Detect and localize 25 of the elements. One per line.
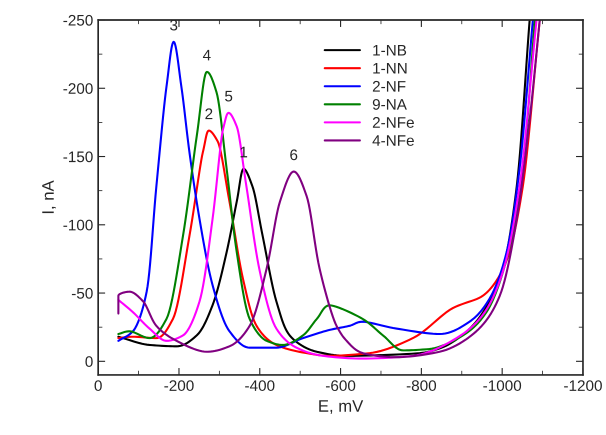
legend-label: 1-NN xyxy=(373,63,407,74)
annotation: 4 xyxy=(202,50,211,60)
legend-label: 9-NA xyxy=(372,98,407,110)
legend-label: 2-NF xyxy=(372,80,406,92)
x-axis-title: E, mV xyxy=(319,400,364,414)
y-axis-title: I, nA xyxy=(42,180,56,214)
y-tick-label: -150 xyxy=(63,151,93,162)
y-tick-label: -100 xyxy=(63,220,93,230)
y-tick-label: -250 xyxy=(63,14,93,26)
y-tick-label: -50 xyxy=(72,288,93,299)
y-tick-label: 0 xyxy=(85,356,93,368)
legend-label: 4-NFe xyxy=(372,135,414,146)
legend-label: 1-NB xyxy=(373,44,406,56)
x-tick-label: -200 xyxy=(164,380,194,392)
x-tick-label: 0 xyxy=(94,380,102,392)
legend-label: 2-NFe xyxy=(372,117,414,128)
x-tick-label: -600 xyxy=(326,380,356,392)
x-tick-label: -400 xyxy=(245,380,274,392)
annotation: 2 xyxy=(205,108,212,120)
annotation: 6 xyxy=(290,149,298,160)
x-tick-label: -800 xyxy=(406,380,436,392)
y-tick-label: -200 xyxy=(63,83,93,94)
annotation: 5 xyxy=(225,90,232,102)
x-tick-label: -1200 xyxy=(564,380,602,392)
x-tick-label: -1000 xyxy=(483,380,522,392)
